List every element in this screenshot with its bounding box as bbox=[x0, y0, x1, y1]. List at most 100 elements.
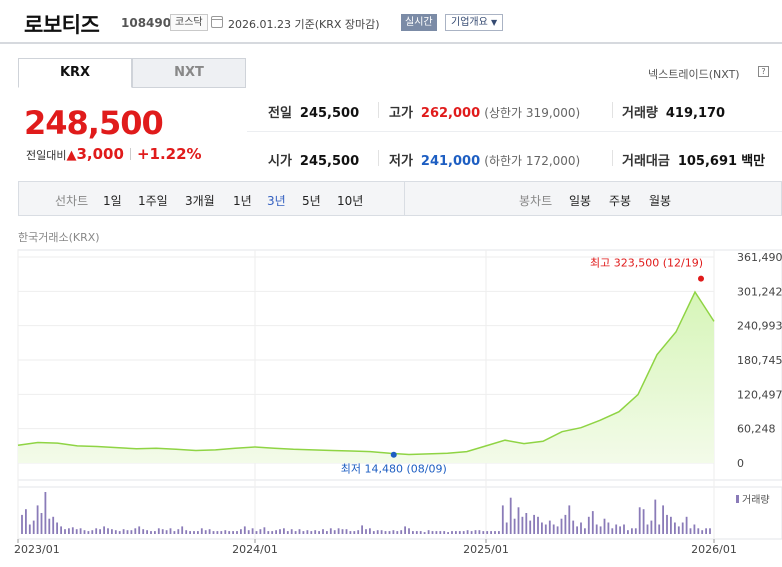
candle-daily[interactable]: 일봉 bbox=[569, 194, 592, 208]
volume-bar bbox=[52, 516, 55, 534]
volume-bar bbox=[165, 530, 168, 534]
volume-bar bbox=[107, 528, 109, 534]
volume-legend-label: 거래량 bbox=[742, 494, 770, 506]
realtime-button[interactable]: 실시간 bbox=[401, 14, 437, 31]
volume-bar bbox=[247, 530, 250, 534]
y-tick-label: 361,490 bbox=[737, 251, 782, 264]
volume-bar bbox=[118, 531, 121, 534]
volume-bar bbox=[333, 530, 336, 534]
period-1d[interactable]: 1일 bbox=[103, 194, 122, 208]
volume-bar bbox=[415, 531, 418, 534]
volume-bar bbox=[662, 505, 664, 534]
volume-bar bbox=[341, 529, 344, 534]
volume-bar bbox=[392, 530, 395, 534]
period-1y[interactable]: 1년 bbox=[233, 194, 252, 208]
volume-bar bbox=[71, 527, 74, 534]
x-tick-label: 2026/01 bbox=[691, 543, 737, 556]
volume-bar bbox=[99, 529, 101, 534]
volume-bar bbox=[587, 516, 590, 534]
volume-bar bbox=[224, 530, 227, 534]
volume-bar bbox=[638, 507, 641, 534]
volume-bar bbox=[576, 526, 578, 534]
volume-bar bbox=[408, 528, 410, 534]
volume-bar bbox=[220, 531, 223, 534]
divider bbox=[378, 102, 379, 118]
volume-bar bbox=[142, 529, 145, 534]
volume-bar bbox=[310, 531, 313, 534]
candle-weekly[interactable]: 주봉 bbox=[609, 194, 632, 208]
volume-bar bbox=[670, 516, 672, 534]
volume-bar bbox=[666, 514, 668, 534]
help-icon[interactable]: ? bbox=[758, 66, 769, 77]
volume-bar bbox=[87, 531, 90, 534]
volume-bar bbox=[517, 507, 520, 534]
volume-bar bbox=[439, 531, 442, 534]
data-source: 한국거래소(KRX) bbox=[18, 231, 100, 244]
volume-bar bbox=[48, 518, 51, 534]
period-3y[interactable]: 3년 bbox=[267, 194, 286, 208]
volume-bar bbox=[56, 522, 58, 534]
volume-bar bbox=[28, 524, 31, 534]
candle-monthly[interactable]: 월봉 bbox=[649, 194, 672, 208]
volume-bar bbox=[466, 530, 469, 534]
volume-bar bbox=[701, 530, 704, 534]
volume-bar bbox=[294, 531, 297, 534]
min-point-marker bbox=[390, 451, 397, 458]
volume-bar bbox=[79, 528, 82, 534]
stat-prev-close: 전일 245,500 bbox=[268, 106, 360, 121]
stat-volume: 거래량 419,170 bbox=[622, 106, 726, 121]
company-info-dropdown[interactable]: 기업개요 ▼ bbox=[445, 14, 504, 31]
volume-bar bbox=[290, 529, 293, 534]
volume-bar bbox=[580, 522, 582, 534]
volume-bar bbox=[200, 528, 203, 534]
volume-bar bbox=[275, 530, 277, 534]
x-tick-label: 2025/01 bbox=[463, 543, 509, 556]
y-tick-label: 301,242 bbox=[737, 285, 782, 298]
volume-bar bbox=[447, 532, 449, 534]
volume-bar bbox=[208, 529, 211, 534]
up-triangle-icon: ▲ bbox=[66, 148, 77, 163]
volume-bar bbox=[380, 530, 383, 534]
volume-bar bbox=[681, 522, 684, 534]
tab-krx[interactable]: KRX bbox=[18, 58, 132, 88]
volume-bar bbox=[329, 528, 332, 534]
volume-bar bbox=[322, 529, 324, 534]
volume-bar bbox=[161, 529, 164, 534]
volume-bar bbox=[623, 524, 625, 534]
volume-bar bbox=[611, 528, 614, 534]
volume-bar bbox=[599, 526, 602, 534]
period-1w[interactable]: 1주일 bbox=[138, 194, 168, 208]
volume-bar bbox=[306, 530, 309, 534]
price-line bbox=[17, 290, 715, 456]
volume-bar bbox=[646, 524, 649, 534]
volume-bar bbox=[150, 531, 152, 534]
volume-bar bbox=[83, 530, 86, 534]
volume-bar bbox=[263, 527, 266, 534]
volume-bar bbox=[372, 531, 375, 534]
volume-bar bbox=[236, 531, 238, 534]
period-10y[interactable]: 10년 bbox=[337, 194, 364, 208]
volume-bar bbox=[560, 518, 563, 534]
volume-bar bbox=[44, 492, 47, 534]
market-badge: 코스닥 bbox=[170, 14, 208, 31]
volume-bar bbox=[478, 530, 481, 534]
chart-period-bar: 선차트 1일 1주일 3개월 1년 3년 5년 10년 봉차트 일봉 주봉 월봉 bbox=[18, 181, 782, 216]
volume-bar bbox=[544, 524, 547, 534]
stat-open: 시가 245,500 bbox=[268, 154, 360, 169]
tab-nxt[interactable]: NXT bbox=[132, 58, 246, 88]
period-3m[interactable]: 3개월 bbox=[185, 194, 215, 208]
volume-bar bbox=[537, 516, 539, 534]
volume-bar bbox=[302, 531, 305, 534]
volume-bar bbox=[21, 514, 23, 534]
volume-bar bbox=[431, 531, 434, 534]
price-change: 전일대비▲3,000 +1.22% bbox=[26, 145, 202, 163]
volume-bar bbox=[177, 529, 180, 534]
volume-bar bbox=[95, 528, 98, 534]
volume-bar bbox=[595, 524, 598, 534]
volume-bar bbox=[619, 526, 621, 534]
volume-bar bbox=[427, 530, 430, 534]
period-5y[interactable]: 5년 bbox=[302, 194, 321, 208]
volume-bar bbox=[400, 530, 403, 534]
divider bbox=[612, 102, 613, 118]
volume-bar bbox=[423, 532, 426, 534]
